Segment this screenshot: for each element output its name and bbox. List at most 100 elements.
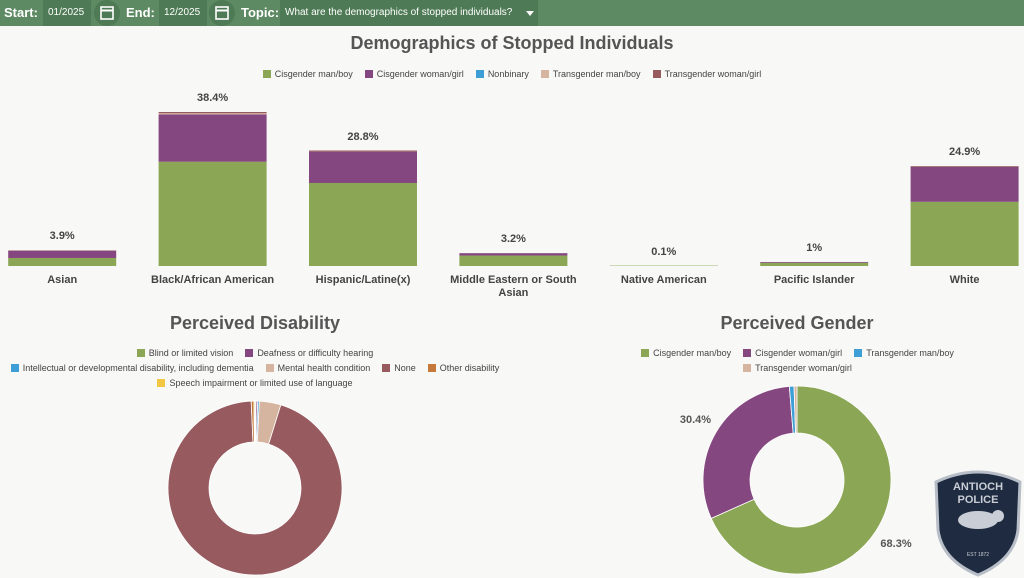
x-tick-label: Asian xyxy=(47,274,78,286)
total-label: 24.9% xyxy=(948,146,981,159)
total-label: 3.2% xyxy=(500,233,526,246)
legend-label: Blind or limited vision xyxy=(148,348,234,358)
logo-text: EST 1872 xyxy=(967,552,989,558)
legend-item: None xyxy=(382,363,416,373)
legend: Cisgender man/boy Cisgender woman/girl Non… xyxy=(0,69,1024,79)
bar-segment xyxy=(760,262,869,266)
logo-bear xyxy=(992,510,1004,522)
data-label: 30.4% xyxy=(680,414,711,426)
legend-swatch xyxy=(10,364,19,372)
legend-swatch xyxy=(743,364,752,372)
start-label: Start: xyxy=(4,5,38,20)
legend-swatch xyxy=(136,349,145,357)
legend-swatch xyxy=(854,349,863,357)
bar-segment xyxy=(309,182,417,266)
total-label: 1% xyxy=(806,241,823,254)
legend-item: Transgender man/boy xyxy=(540,69,641,79)
bar-segment xyxy=(8,257,117,266)
chart-title: Demographics of Stopped Individuals xyxy=(350,33,674,53)
legend-item: Cisgender man/boy xyxy=(641,348,731,358)
bar-segment xyxy=(910,166,1019,167)
topic-dropdown[interactable]: What are the demographics of stopped ind… xyxy=(280,0,538,26)
legend-label: Cisgender woman/girl xyxy=(376,69,464,79)
legend-label: Mental health condition xyxy=(277,363,371,373)
legend-label: Transgender woman/girl xyxy=(755,363,852,373)
bar-segment xyxy=(158,112,267,114)
legend-label: Speech impairment or limited use of lang… xyxy=(169,378,353,388)
legend-item: Other disability xyxy=(427,363,500,373)
legend-label: Transgender man/boy xyxy=(866,348,954,358)
logo-text: ANTIOCH xyxy=(953,481,1003,493)
legend-swatch xyxy=(427,364,436,372)
bar-segment xyxy=(158,114,267,162)
x-tick-label: White xyxy=(949,274,980,286)
bar-segment xyxy=(8,250,117,258)
bar-segment xyxy=(158,113,267,115)
chart-title: Perceived Gender xyxy=(720,313,874,333)
legend-swatch xyxy=(382,364,391,372)
header-icons xyxy=(94,0,235,26)
x-tick-label: Black/African American xyxy=(151,274,275,286)
legend-item: Mental health condition xyxy=(265,363,371,373)
legend-swatch xyxy=(157,379,166,387)
legend-swatch xyxy=(540,70,549,78)
legend-item: Transgender man/boy xyxy=(854,348,954,358)
legend-label: None xyxy=(394,363,416,373)
legend-swatch xyxy=(652,70,661,78)
calendar-icon xyxy=(215,6,229,20)
donut-segment xyxy=(702,385,794,519)
total-label: 28.8% xyxy=(347,130,379,143)
legend-item: Blind or limited vision xyxy=(136,348,234,358)
bar-segment xyxy=(309,151,417,183)
total-label: 3.9% xyxy=(49,230,75,243)
legend-label: Cisgender woman/girl xyxy=(755,348,843,358)
legend-label: Nonbinary xyxy=(487,69,529,79)
legend: Cisgender man/boy Cisgender woman/girl Tra… xyxy=(575,348,1020,373)
bar-segment xyxy=(760,261,869,263)
donut-segment xyxy=(710,385,892,575)
total-label: 0.1% xyxy=(651,245,677,258)
legend-item: Speech impairment or limited use of lang… xyxy=(157,378,353,388)
logo-bear xyxy=(958,511,998,529)
legend-item: Transgender woman/girl xyxy=(652,69,762,79)
legend-swatch xyxy=(641,349,650,357)
chart-title: Perceived Disability xyxy=(169,313,341,333)
legend-label: Transgender woman/girl xyxy=(664,69,762,79)
topic-label: Topic: xyxy=(241,5,280,20)
legend-item: Intellectual or developmental disability… xyxy=(10,363,254,373)
legend-item: Transgender woman/girl xyxy=(743,363,852,373)
bar-segment xyxy=(309,150,417,152)
logo: ANTIOCH POLICE EST 1872 xyxy=(934,470,1022,577)
total-label: 38.4% xyxy=(196,92,229,104)
x-tick-label: Native American xyxy=(620,274,707,286)
bar-segment xyxy=(459,255,568,266)
end-input[interactable]: 12/2025 xyxy=(159,0,207,26)
legend-label: Deafness or difficulty hearing xyxy=(257,348,374,358)
legend-label: Cisgender man/boy xyxy=(274,69,353,79)
legend-swatch xyxy=(743,349,752,357)
legend-label: Cisgender man/boy xyxy=(653,348,732,358)
legend-item: Nonbinary xyxy=(475,69,529,79)
start-input[interactable]: 01/2025 xyxy=(43,0,91,26)
legend-swatch xyxy=(475,70,484,78)
legend-swatch xyxy=(262,70,271,78)
legend-label: Other disability xyxy=(439,363,500,373)
bar-segment xyxy=(459,253,568,256)
legend-swatch xyxy=(364,70,373,78)
donut-segment xyxy=(793,385,798,434)
bar-segment xyxy=(158,161,267,266)
donut-segment xyxy=(253,400,256,443)
x-tick-label: Pacific Islander xyxy=(773,274,855,286)
x-tick-label: Middle Eastern or South Asian xyxy=(450,274,577,299)
bar-segment xyxy=(910,201,1019,266)
calendar-icon xyxy=(100,6,114,20)
legend-label: Intellectual or developmental disability… xyxy=(22,363,254,373)
legend-item: Cisgender woman/girl xyxy=(743,348,842,358)
filter-bar: Start: 01/2025 End: 12/2025 Topic: What … xyxy=(0,0,1024,26)
x-tick-label: Hispanic/Latine(x) xyxy=(315,274,411,286)
data-label: 68.3% xyxy=(880,538,911,550)
legend-item: Cisgender man/boy xyxy=(262,69,353,79)
legend-swatch xyxy=(265,364,274,372)
